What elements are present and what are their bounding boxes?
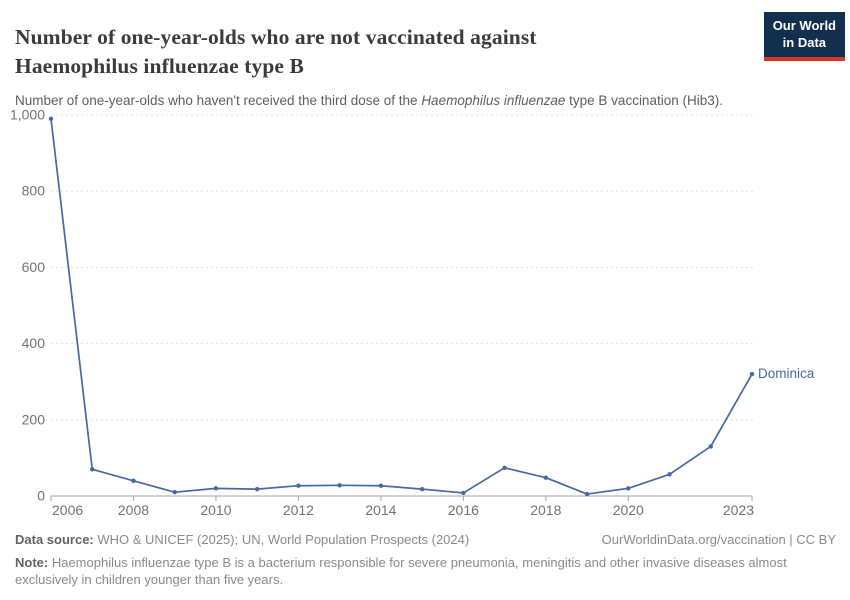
x-axis-tick-label: 2010 [200, 502, 231, 518]
data-source-line: Data source: WHO & UNICEF (2025); UN, Wo… [15, 531, 469, 549]
data-point [337, 483, 342, 488]
data-point [749, 371, 755, 377]
data-point [48, 116, 54, 122]
x-axis-tick-label: 2006 [52, 502, 83, 518]
entity-label: Dominica [758, 366, 815, 381]
subtitle-suffix: type B vaccination (Hib3). [565, 92, 723, 108]
y-axis-tick-label: 200 [22, 411, 46, 427]
data-point [90, 467, 95, 472]
note-label: Note: [15, 554, 49, 570]
data-point [543, 475, 549, 480]
data-point [296, 483, 301, 488]
data-point [461, 490, 466, 496]
x-axis-tick-label: 2008 [118, 502, 149, 518]
x-axis-tick-label: 2012 [283, 502, 314, 518]
y-axis-tick-label: 1,000 [10, 107, 45, 123]
line-chart-svg: 0 200 400 600 800 1,000 2006 2008 2010 2012 2014 20… [10, 107, 815, 519]
page-subtitle: Number of one-year-olds who haven't rece… [15, 92, 825, 110]
x-axis-tick-label: 2018 [530, 502, 561, 518]
data-point [213, 486, 219, 491]
data-source-label: Data source: [15, 532, 94, 547]
chart-footer: Data source: WHO & UNICEF (2025); UN, Wo… [15, 531, 836, 589]
data-point [378, 483, 384, 488]
attribution-link[interactable]: OurWorldinData.org/vaccination | CC BY [601, 532, 836, 547]
y-axis-tick-label: 800 [22, 183, 46, 199]
line-chart: 0 200 400 600 800 1,000 2006 2008 2010 2012 2014 20… [0, 98, 850, 532]
data-point [708, 444, 713, 449]
owid-logo-line2: in Data [782, 34, 827, 50]
data-point [502, 465, 507, 471]
owid-logo[interactable]: Our World in Data [763, 12, 845, 61]
note-text: Haemophilus influenzae type B is a bacte… [15, 554, 787, 588]
x-axis-tick-label: 2016 [448, 502, 479, 518]
data-point [172, 489, 177, 495]
owid-logo-line1: Our World [772, 18, 836, 33]
data-source-text: WHO & UNICEF (2025); UN, World Populatio… [93, 532, 470, 547]
y-axis-tick-label: 400 [22, 335, 46, 351]
x-axis-tick-label: 2023 [723, 502, 754, 518]
note-line: Note: Haemophilus influenzae type B is a… [15, 554, 797, 589]
data-line [50, 118, 753, 495]
subtitle-prefix: Number of one-year-olds who haven't rece… [15, 92, 422, 108]
data-point [584, 491, 590, 497]
page-title: Number of one-year-olds who are not vacc… [15, 25, 537, 78]
data-point [131, 478, 136, 483]
x-axis-tick-label: 2014 [365, 502, 396, 518]
subtitle-italic-term: Haemophilus influenzae [421, 92, 566, 108]
data-point [667, 472, 672, 477]
y-axis-tick-label: 0 [37, 488, 45, 504]
data-point [626, 486, 631, 491]
data-point [419, 486, 425, 492]
data-point [254, 486, 260, 492]
y-axis-tick-label: 600 [22, 259, 46, 275]
x-axis-tick-label: 2020 [613, 502, 644, 518]
